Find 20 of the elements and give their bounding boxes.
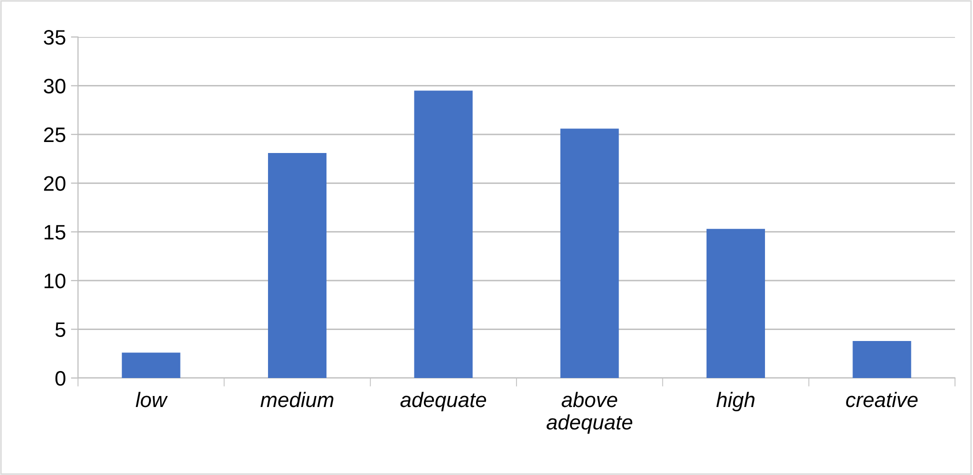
x-tick-label: creative — [846, 392, 918, 408]
bar — [560, 128, 619, 378]
y-tick-label: 20 — [44, 176, 66, 191]
bar — [706, 228, 765, 378]
y-tick-label: 0 — [55, 371, 66, 386]
bar — [268, 152, 326, 378]
y-tick-label: 35 — [44, 30, 66, 45]
y-tick-label: 30 — [44, 78, 66, 94]
y-tick-label: 5 — [55, 322, 66, 338]
bar — [414, 90, 473, 378]
x-tick-label: adequate — [400, 392, 486, 412]
y-tick-label: 25 — [44, 127, 66, 142]
x-tick-label: medium — [260, 392, 334, 408]
x-tick-label: above adequate — [546, 392, 632, 434]
x-tick-label: high — [716, 392, 754, 412]
bar — [122, 352, 180, 378]
y-tick-label: 15 — [44, 225, 66, 240]
bar — [852, 340, 912, 378]
x-tick-label: low — [136, 392, 168, 408]
y-tick-label: 10 — [44, 274, 66, 288]
